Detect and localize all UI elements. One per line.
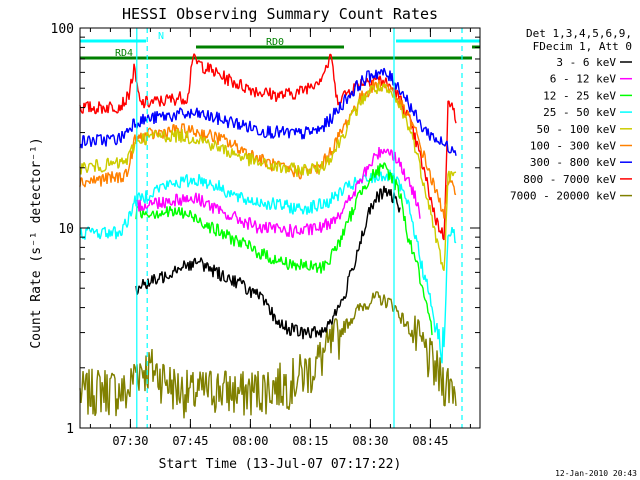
series-line-300-800-kev (79, 67, 457, 156)
legend: Det 1,3,4,5,6,9,FDecim 1, Att 0 3 - 6 keV… (510, 27, 632, 203)
legend-entry-label: 300 - 800 keV (530, 156, 616, 169)
legend-entry-label: 6 - 12 keV (550, 73, 617, 86)
legend-entry-label: 7000 - 20000 keV (510, 190, 616, 203)
y-tick-label: 100 (51, 22, 74, 37)
x-tick-label: 08:15 (292, 434, 328, 448)
x-tick-label: 08:00 (232, 434, 268, 448)
legend-entry-label: 25 - 50 keV (543, 106, 616, 119)
series-line-12-25-kev (135, 162, 433, 336)
status-bar-label-n: N (158, 31, 164, 42)
chart-title: HESSI Observing Summary Count Rates (122, 5, 438, 23)
series-line-3-6-kev (135, 185, 401, 340)
series-line-7000-20000-kev (79, 291, 457, 419)
status-bars-layer: N RD0 RD4 (80, 31, 480, 60)
legend-header-line: FDecim 1, Att 0 (533, 40, 632, 53)
legend-header-line: Det 1,3,4,5,6,9, (526, 27, 632, 40)
y-tick-label: 10 (58, 222, 74, 237)
legend-entry-label: 3 - 6 keV (556, 56, 616, 69)
legend-entry-label: 12 - 25 keV (543, 89, 616, 102)
status-bar-label-rd4: RD4 (115, 48, 133, 59)
vertical-markers-layer (136, 28, 463, 428)
status-bar-label-rd0: RD0 (266, 37, 284, 48)
y-axis-label: Count Rate (s⁻¹ detector⁻¹) (29, 137, 44, 348)
series-line-25-50-kev (79, 169, 457, 364)
legend-entry-label: 100 - 300 keV (530, 140, 616, 153)
x-tick-label: 08:30 (352, 434, 388, 448)
x-tick-label: 08:45 (412, 434, 448, 448)
legend-entry-label: 50 - 100 keV (537, 123, 617, 136)
y-tick-label: 1 (66, 422, 74, 437)
footer-date: 12-Jan-2010 20:43 (555, 469, 637, 478)
series-layer (79, 53, 457, 419)
axes-layer: 07:30 07:45 08:00 08:15 08:30 08:45 1 10 100 (51, 22, 480, 448)
series-line-6-12-kev (135, 147, 421, 239)
x-tick-label: 07:45 (172, 434, 208, 448)
x-axis-label: Start Time (13-Jul-07 07:17:22) (159, 457, 402, 472)
legend-entry-label: 800 - 7000 keV (523, 173, 616, 186)
series-line-50-100-kev (79, 82, 457, 272)
x-tick-label: 07:30 (112, 434, 148, 448)
